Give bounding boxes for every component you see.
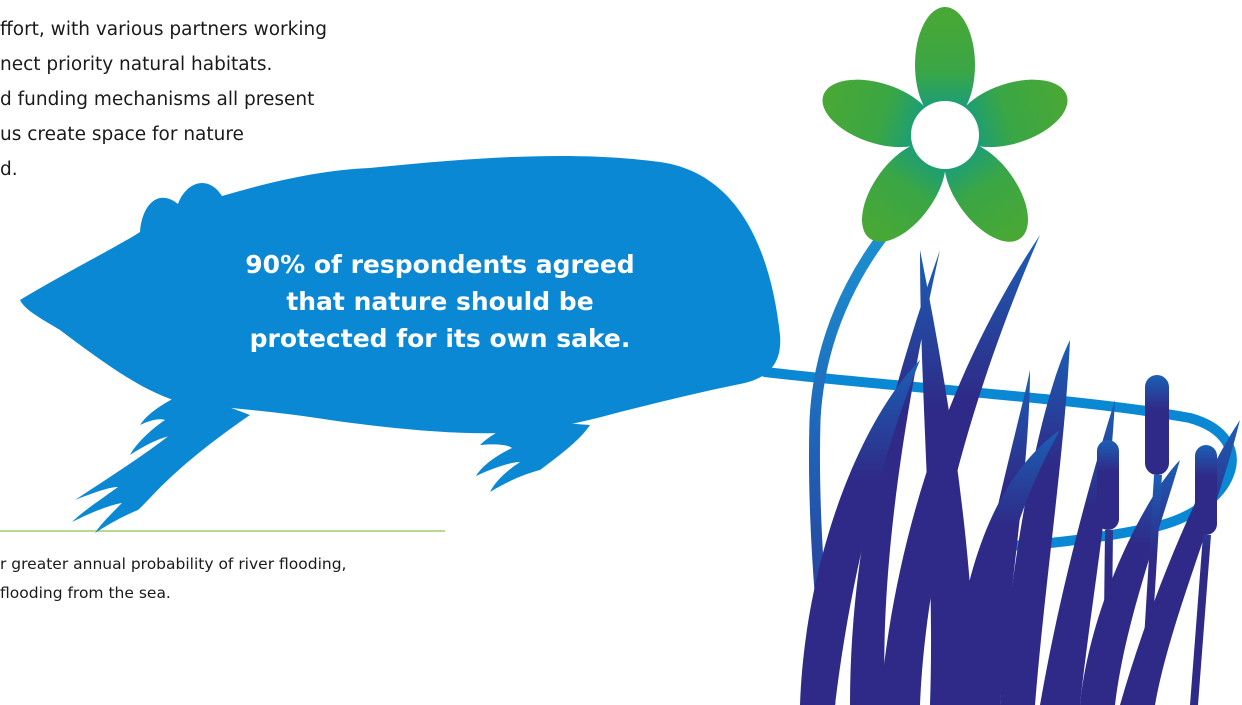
- shape: [20, 155, 781, 434]
- body-text: ffort, with various partners working nect…: [0, 19, 327, 180]
- footnote-line: r greater annual probability of river fl…: [0, 555, 346, 573]
- shape: [950, 430, 1060, 705]
- shape: [880, 235, 1040, 705]
- shape: [911, 101, 979, 169]
- shape: [1145, 375, 1169, 475]
- body-text-line: us create space for nature: [0, 124, 244, 145]
- shape: [944, 141, 1028, 242]
- shape: [822, 79, 935, 148]
- shape: [72, 400, 250, 533]
- shape: [862, 141, 946, 242]
- callout-line: 90% of respondents agreed: [245, 250, 634, 279]
- shape: [850, 250, 940, 705]
- body-text-line: d.: [0, 159, 18, 180]
- callout-line: protected for its own sake.: [250, 324, 631, 353]
- body-text-line: nect priority natural habitats.: [0, 54, 272, 75]
- shape: [1040, 400, 1115, 705]
- shape: [920, 250, 975, 705]
- shape: [1000, 340, 1070, 705]
- shape: [915, 7, 975, 123]
- callout: 90% of respondents agreed that nature sho…: [245, 250, 634, 353]
- shape: [476, 420, 590, 492]
- callout-line: that nature should be: [286, 287, 593, 316]
- body-text-line: d funding mechanisms all present: [0, 89, 314, 110]
- shape: [1097, 440, 1119, 530]
- shape: [1195, 445, 1217, 535]
- shape: [1103, 475, 1211, 705]
- shape: [800, 360, 920, 705]
- grass: [800, 235, 1240, 705]
- flower: [822, 7, 1068, 242]
- shape: [955, 79, 1068, 148]
- footnote-line: flooding from the sea.: [0, 584, 171, 602]
- body-text-line: ffort, with various partners working: [0, 19, 327, 40]
- footnote: r greater annual probability of river fl…: [0, 555, 346, 602]
